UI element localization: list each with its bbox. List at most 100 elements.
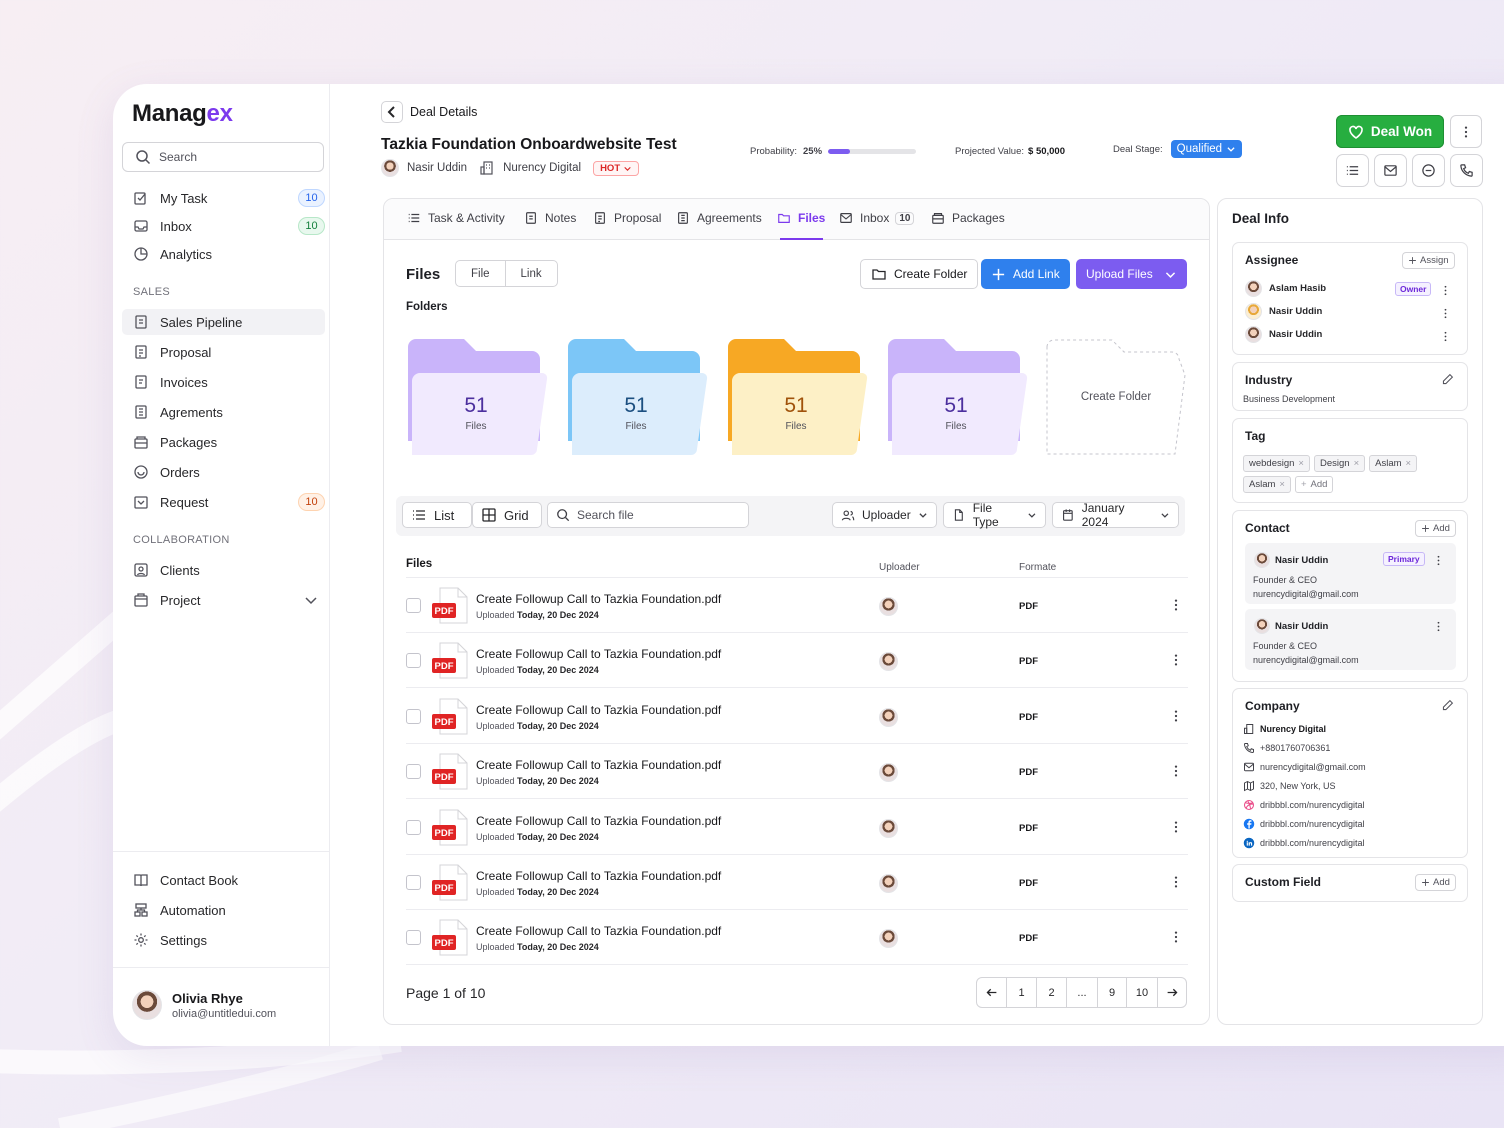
add-tag-button[interactable]: + Add	[1294, 476, 1334, 493]
vertical-dots-icon[interactable]	[1435, 553, 1441, 567]
folder-card[interactable]: 51 Files	[728, 339, 868, 455]
tab-proposal[interactable]: Proposal	[592, 211, 661, 225]
tab-files[interactable]: Files	[776, 211, 825, 225]
table-row[interactable]: PDF Create Followup Call to Tazkia Founda…	[406, 855, 1188, 910]
row-checkbox[interactable]	[406, 653, 421, 669]
tag-chip[interactable]: Aslam ×	[1243, 476, 1291, 493]
assign-button[interactable]: Assign	[1402, 252, 1455, 269]
close-icon[interactable]: ×	[1298, 458, 1304, 469]
uploader-avatar[interactable]	[879, 707, 898, 727]
table-row[interactable]: PDF Create Followup Call to Tazkia Founda…	[406, 744, 1188, 800]
close-icon[interactable]: ×	[1353, 458, 1360, 469]
create-folder-button[interactable]: Create Folder	[860, 259, 979, 289]
upload-files-button[interactable]: Upload Files	[1076, 259, 1187, 289]
sidebar-item-inbox[interactable]: Inbox 10	[122, 213, 325, 239]
vertical-dots-icon[interactable]	[1171, 761, 1181, 781]
sidebar-item-automation[interactable]: Automation	[122, 897, 325, 923]
chevron-down-icon[interactable]	[303, 592, 319, 608]
row-checkbox[interactable]	[406, 875, 421, 890]
user-profile[interactable]: Olivia Rhye olivia@untitledui.com	[132, 990, 276, 1020]
tab-inbox[interactable]: Inbox 10	[838, 211, 915, 225]
row-checkbox[interactable]	[406, 764, 421, 780]
toggle-link[interactable]: Link	[504, 261, 557, 286]
create-folder-card[interactable]: Create Folder	[1046, 339, 1186, 455]
contact-item[interactable]: Nasir Uddin Primary Founder & CEO nurenc…	[1245, 543, 1456, 604]
row-checkbox[interactable]	[406, 819, 421, 835]
sidebar-item-sales-pipeline[interactable]: Sales Pipeline	[122, 309, 325, 335]
deal-stage-dropdown[interactable]: Qualified	[1170, 140, 1243, 158]
page-button[interactable]: 2	[1037, 978, 1067, 1007]
page-button[interactable]: 1	[1007, 978, 1037, 1007]
table-row[interactable]: PDF Create Followup Call to Tazkia Founda…	[406, 800, 1188, 855]
contact-item[interactable]: Nasir Uddin Founder & CEO nurencydigital…	[1245, 609, 1456, 670]
table-row[interactable]: PDF Create Followup Call to Tazkia Founda…	[406, 578, 1188, 633]
table-row[interactable]: PDF Create Followup Call to Tazkia Founda…	[406, 633, 1188, 689]
folder-card[interactable]: 51 Files	[568, 339, 708, 455]
company-phone[interactable]: +8801760706361	[1243, 742, 1330, 754]
toggle-file[interactable]: File	[471, 267, 490, 280]
uploader-avatar[interactable]	[879, 874, 898, 893]
next-page-button[interactable]	[1158, 978, 1186, 1007]
sidebar-item-orders[interactable]: Orders	[122, 459, 325, 485]
sidebar-item-invoices[interactable]: Invoices	[122, 369, 325, 395]
company-linkedin[interactable]: dribbbl.com/nurencydigital	[1243, 837, 1365, 849]
vertical-dots-icon[interactable]	[1171, 650, 1181, 670]
sidebar-item-request[interactable]: Request 10	[122, 489, 325, 515]
call-button[interactable]	[1450, 154, 1483, 187]
list-view-toggle[interactable]: List	[402, 502, 472, 528]
add-link-button[interactable]: Add Link	[981, 259, 1070, 289]
grid-view-toggle[interactable]: Grid	[472, 502, 542, 528]
tab-notes[interactable]: Notes	[523, 211, 576, 225]
row-checkbox[interactable]	[406, 930, 421, 946]
folder-card[interactable]: 51 Files	[888, 339, 1028, 455]
uploader-avatar[interactable]	[879, 763, 898, 783]
company-facebook[interactable]: dribbbl.com/nurencydigital	[1243, 818, 1365, 830]
sidebar-item-proposal[interactable]: Proposal	[122, 339, 325, 365]
row-checkbox[interactable]	[406, 708, 421, 724]
company-dribbble[interactable]: dribbbl.com/nurencydigital	[1243, 799, 1365, 811]
tag-chip[interactable]: Aslam ×	[1369, 455, 1418, 472]
email-button[interactable]	[1374, 154, 1407, 187]
add-contact-button[interactable]: Add	[1415, 520, 1456, 537]
sidebar-item-clients[interactable]: Clients	[122, 557, 325, 583]
company-email[interactable]: nurencydigital@gmail.com	[1243, 761, 1366, 773]
deal-won-button[interactable]: Deal Won	[1336, 115, 1444, 148]
tag-chip[interactable]: webdesign ×	[1243, 455, 1310, 472]
close-icon[interactable]: ×	[1405, 458, 1412, 469]
page-button[interactable]: 9	[1098, 978, 1127, 1007]
table-row[interactable]: PDF Create Followup Call to Tazkia Founda…	[406, 910, 1188, 966]
uploader-avatar[interactable]	[879, 597, 898, 616]
close-icon[interactable]: ×	[1279, 479, 1285, 490]
list-view-button[interactable]	[1336, 154, 1369, 187]
vertical-dots-icon[interactable]	[1435, 619, 1441, 633]
sidebar-item-settings[interactable]: Settings	[122, 927, 325, 953]
add-custom-field-button[interactable]: Add	[1415, 874, 1456, 891]
vertical-dots-icon[interactable]	[1171, 706, 1181, 726]
vertical-dots-icon[interactable]	[1171, 817, 1181, 837]
priority-badge[interactable]: HOT	[593, 160, 640, 176]
edit-icon[interactable]	[1441, 373, 1454, 386]
vertical-dots-icon[interactable]	[1442, 306, 1448, 320]
tag-chip[interactable]: Design ×	[1313, 455, 1366, 472]
vertical-dots-icon[interactable]	[1171, 595, 1181, 615]
folder-card[interactable]: 51 Files	[408, 339, 548, 455]
more-options-button[interactable]	[1450, 115, 1482, 148]
table-row[interactable]: PDF Create Followup Call to Tazkia Founda…	[406, 689, 1188, 744]
sidebar-item-agrements[interactable]: Agrements	[122, 399, 325, 425]
sidebar-item-project[interactable]: Project	[122, 587, 325, 613]
assignee-item[interactable]: Aslam Hasib	[1245, 280, 1326, 297]
sidebar-item-my-task[interactable]: My Task 10	[122, 185, 325, 211]
row-checkbox[interactable]	[406, 598, 421, 613]
tab-agreements[interactable]: Agreements	[675, 211, 762, 225]
sidebar-search-input[interactable]: Search	[122, 142, 324, 172]
uploader-avatar[interactable]	[879, 818, 898, 838]
assignee-item[interactable]: Nasir Uddin	[1245, 326, 1322, 343]
page-button[interactable]: 10	[1127, 978, 1158, 1007]
uploader-avatar[interactable]	[879, 652, 898, 672]
date-filter[interactable]: January 2024	[1052, 501, 1179, 529]
prev-page-button[interactable]	[977, 978, 1007, 1007]
vertical-dots-icon[interactable]	[1171, 927, 1181, 947]
sidebar-item-packages[interactable]: Packages	[122, 429, 325, 455]
chat-button[interactable]	[1412, 154, 1445, 187]
tab-task-activity[interactable]: Task & Activity	[406, 211, 505, 225]
